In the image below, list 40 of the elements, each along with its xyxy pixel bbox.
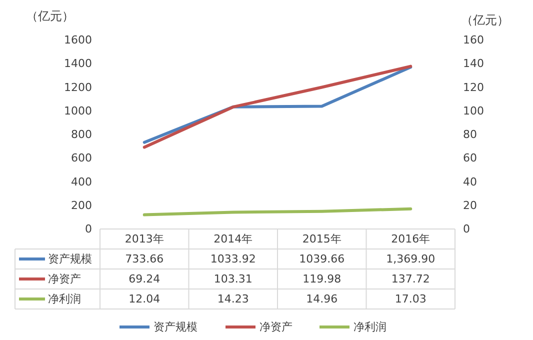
y2-tick-label: 60 bbox=[463, 152, 477, 165]
data-label: 12.04 bbox=[128, 292, 160, 306]
y2-tick-label: 80 bbox=[463, 128, 477, 141]
y-tick-label: 600 bbox=[71, 152, 92, 165]
data-label: 14.96 bbox=[306, 292, 338, 306]
y2-tick-label: 0 bbox=[463, 222, 470, 236]
y2-tick-label: 160 bbox=[463, 34, 484, 46]
y2-tick-label: 100 bbox=[463, 104, 484, 118]
y-tick-label: 200 bbox=[71, 198, 92, 212]
data-label: 1039.66 bbox=[299, 252, 345, 266]
x-tick-label: 2013年 bbox=[124, 232, 164, 246]
data-label: 119.98 bbox=[302, 272, 342, 286]
y-tick-label: 400 bbox=[71, 175, 92, 188]
y-tick-label: 1000 bbox=[64, 104, 92, 118]
x-tick-label: 2014年 bbox=[214, 232, 253, 246]
y2-tick-label: 120 bbox=[463, 80, 484, 94]
y-tick-label: 1400 bbox=[64, 57, 92, 70]
x-tick-label: 2015年 bbox=[302, 232, 342, 246]
x-tick-label: 2016年 bbox=[391, 232, 430, 246]
data-label: 103.31 bbox=[214, 272, 252, 286]
data-label: 733.66 bbox=[125, 252, 164, 266]
data-label: 17.03 bbox=[394, 292, 426, 306]
y2-axis-title: （亿元） bbox=[461, 13, 509, 27]
y2-tick-label: 20 bbox=[463, 198, 477, 212]
data-label: 14.23 bbox=[217, 292, 249, 306]
legend-label: 净利润 bbox=[48, 292, 81, 306]
y2-tick-label: 40 bbox=[463, 175, 477, 188]
data-label: 1033.92 bbox=[210, 252, 256, 266]
legend-label: 净资产 bbox=[48, 272, 81, 286]
data-label: 1,369.90 bbox=[386, 252, 436, 266]
y-tick-label: 0 bbox=[85, 222, 92, 236]
data-label: 137.72 bbox=[391, 272, 430, 286]
y-tick-label: 1600 bbox=[64, 34, 92, 46]
y-axis-title: （亿元） bbox=[26, 9, 74, 23]
legend: 资产规模 净资产 净利润 bbox=[120, 320, 386, 334]
data-label: 69.24 bbox=[128, 272, 160, 286]
y-tick-label: 1200 bbox=[64, 80, 92, 94]
legend-label: 资产规模 bbox=[48, 252, 92, 266]
y-tick-label: 800 bbox=[71, 128, 92, 141]
y2-tick-label: 140 bbox=[463, 57, 484, 70]
